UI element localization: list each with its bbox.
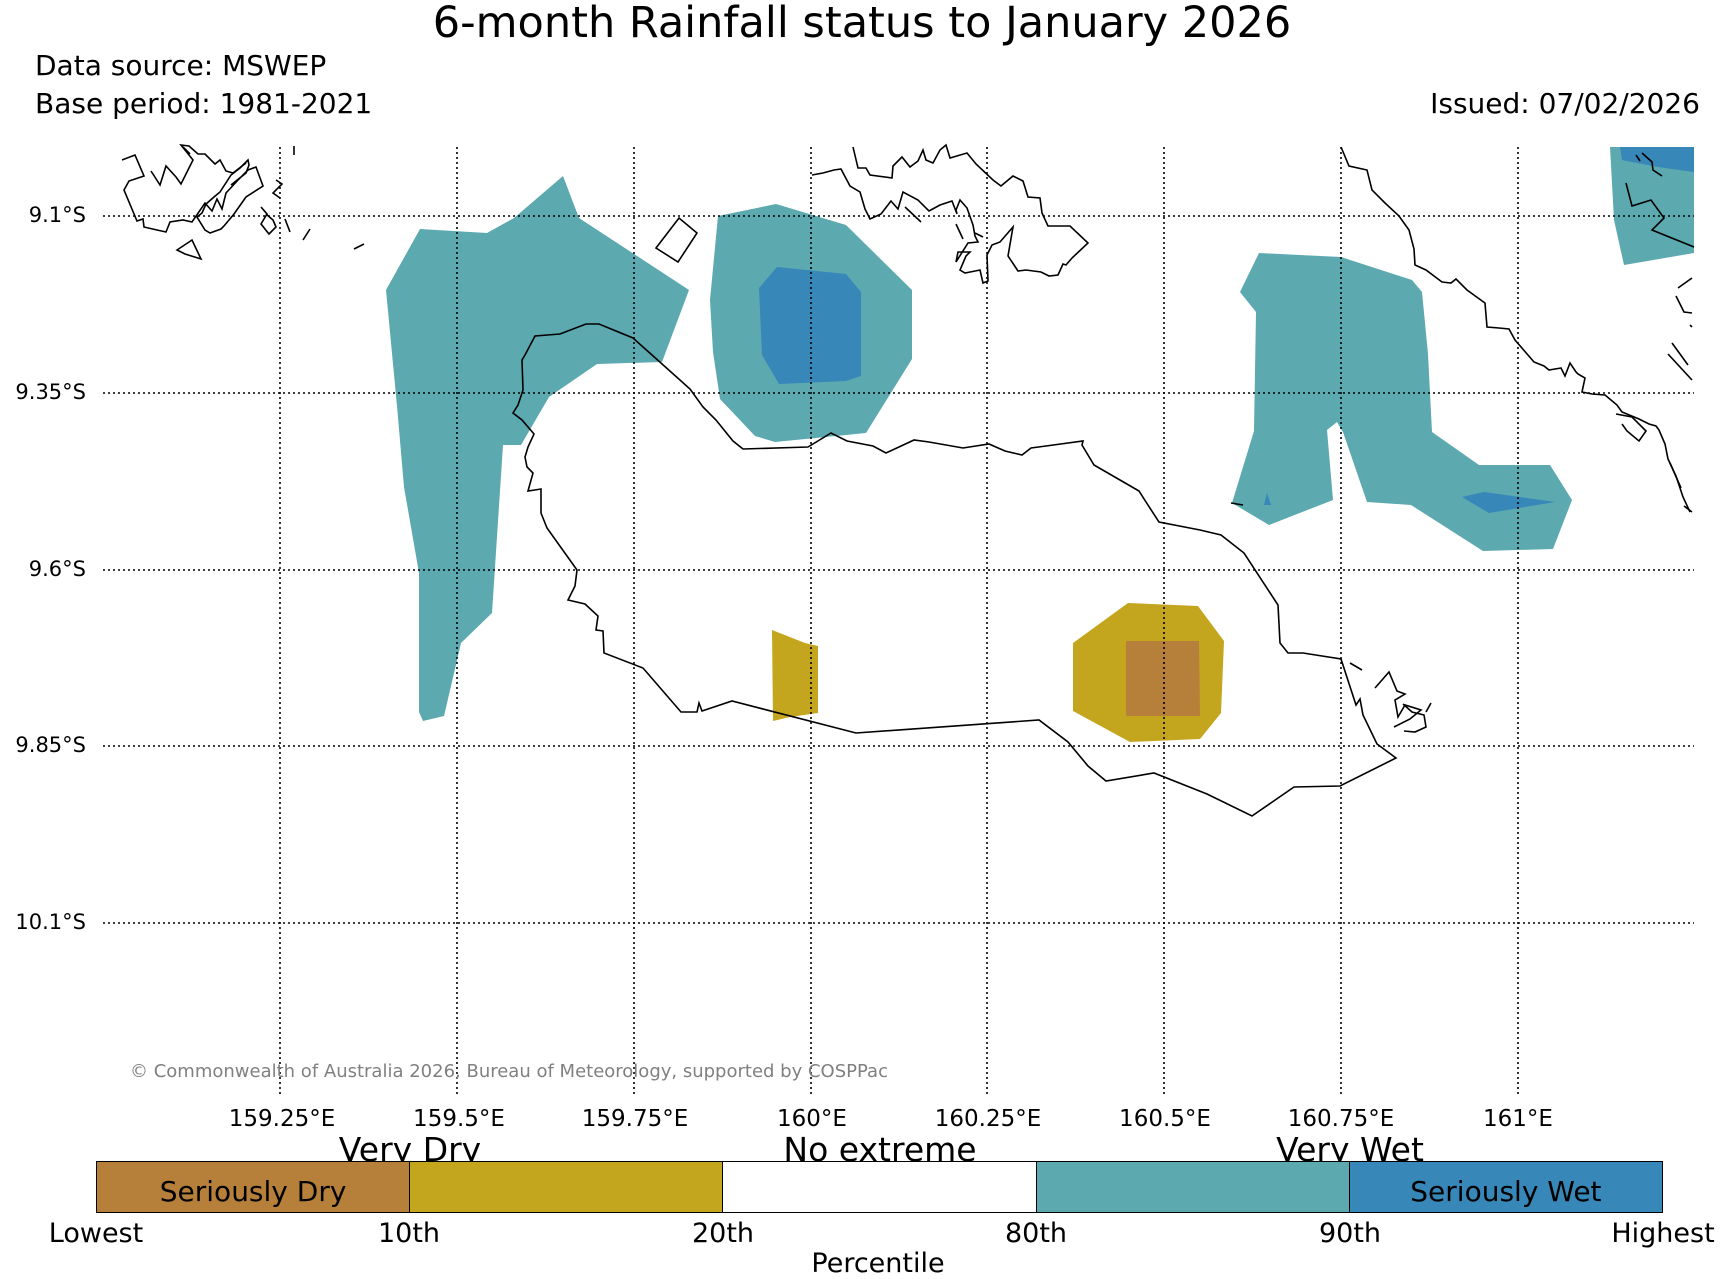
very-wet-region-northeast [1610,147,1694,265]
colorbar-tick-80th: 80th [1004,1218,1068,1249]
coastline-northwest-3 [182,146,191,155]
coastline-florida-islands-4 [974,232,984,238]
coastline-malaita-east-1 [1677,277,1693,289]
lat-label-9.35: 9.35°S [15,380,86,404]
coastline-ne-1 [1625,182,1695,248]
seriously-wet-region-east [1462,492,1555,513]
colorbar: Seriously Dry Seriously Wet [96,1161,1663,1213]
colorbar-segment-very-wet [1036,1162,1350,1212]
very-wet-region-west [386,176,689,721]
coastline-small-3 [1230,502,1244,506]
base-period-label: Base period: 1981-2021 [35,87,373,120]
coastline-island-north [654,216,699,264]
legend-category-very-wet: Very Wet [1276,1130,1424,1169]
lon-label-161: 161°E [1483,1106,1553,1132]
lon-label-160.25: 160.25°E [934,1106,1042,1132]
coastline-florida-islands-3 [955,223,964,240]
map-title: 6-month Rainfall status to January 2026 [432,0,1292,48]
colorbar-segment-very-dry [410,1162,724,1212]
colorbar-tick-20th: 20th [691,1218,755,1249]
legend-category-very-dry: Very Dry [338,1130,482,1169]
coastline-florida-islands-2 [904,206,922,223]
coastline-northwest-2 [150,143,247,187]
coastline-malaita-east-4 [1671,342,1689,366]
coastline-malaita-east-5 [1689,324,1693,328]
colorbar-segment-no-extreme [723,1162,1037,1212]
data-source-label: Data source: MSWEP [35,49,327,82]
seriously-wet-spot-east [1264,493,1271,505]
coastline [121,143,1695,817]
colorbar-segment-seriously-dry: Seriously Dry [97,1162,411,1212]
lon-label-160: 160°E [777,1106,847,1132]
coastline-malaita-east-3 [1667,353,1693,381]
coastline-florida-islands [811,143,1090,285]
lon-label-159.25: 159.25°E [228,1106,336,1132]
coastline-ne-3 [1635,154,1641,162]
lat-label-9.85: 9.85°S [15,733,86,757]
colorbar-tick-lowest: Lowest [48,1218,144,1249]
coastline-malaita-east-2 [1675,295,1693,314]
graticule [103,147,1694,1097]
coastline-malaita [1340,146,1691,513]
colorbar-segment-label: Seriously Wet [1410,1174,1602,1208]
coastline-northwest-8 [302,228,311,241]
very-wet-region-east [1232,253,1572,551]
seriously-wet-region-central [759,267,861,384]
coastline-malaita-2 [1615,413,1648,443]
seriously-wet-region-northeast [1620,147,1694,172]
colorbar-segment-seriously-wet: Seriously Wet [1349,1162,1663,1212]
coastline-northwest-6 [271,179,284,199]
coastline-malaita-4 [1683,505,1693,513]
lat-label-9.1: 9.1°S [28,203,86,227]
coastline-northwest-4 [175,238,203,261]
colorbar-tick-90th: 90th [1318,1218,1382,1249]
lon-label-159.5: 159.5°E [413,1106,505,1132]
seriously-dry-region-east [1126,641,1200,716]
coastline-small-2 [1402,703,1427,733]
coastline-malaita-3 [1669,462,1682,489]
colorbar-tick-10th: 10th [377,1218,441,1249]
lon-label-160.75: 160.75°E [1287,1106,1395,1132]
anomaly-regions [386,147,1694,742]
copyright-notice: © Commonwealth of Australia 2026, Bureau… [130,1061,888,1082]
coastline-ne-2 [1641,152,1663,177]
coastline-northwest-5 [260,206,277,236]
coastline-small-1 [1374,670,1423,728]
very-dry-region-central [772,630,818,721]
colorbar-segment-label: Seriously Dry [159,1174,347,1208]
coastline-northwest-7 [284,218,291,233]
lat-label-10.1: 10.1°S [15,910,86,934]
legend-category-no-extreme: No extreme [783,1130,977,1169]
coastline-northwest-1 [121,153,264,234]
colorbar-tick-highest: Highest [1611,1218,1715,1249]
issued-date-label: Issued: 07/02/2026 [1430,87,1700,120]
coastline-northwest-9 [353,243,365,250]
lon-label-159.75: 159.75°E [581,1106,689,1132]
colorbar-axis-label: Percentile [811,1248,945,1279]
coastline-guadalcanal [511,323,1398,817]
coastline-small-4 [1349,662,1363,671]
lon-label-160.5: 160.5°E [1119,1106,1211,1132]
lat-label-9.6: 9.6°S [28,557,86,581]
coastline-small-5 [1425,702,1432,713]
